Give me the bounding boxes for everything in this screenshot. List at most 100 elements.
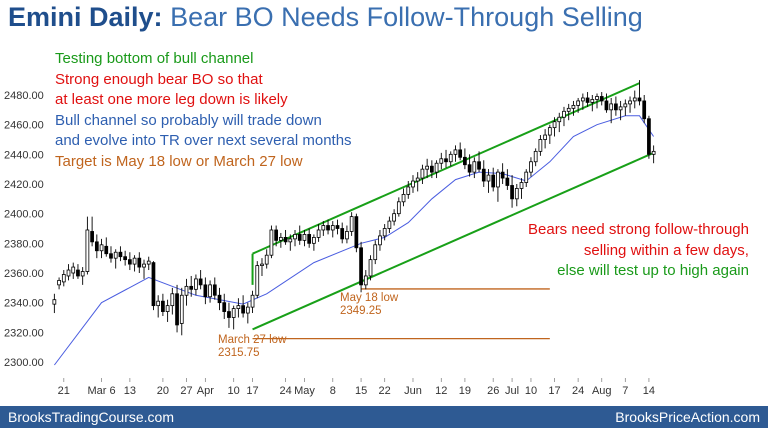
candle-body (552, 121, 557, 129)
candle (264, 249, 269, 269)
x-tick-label: 14 (643, 385, 655, 397)
candle-body (467, 164, 472, 173)
candle-body (557, 116, 562, 123)
mar27-name: March 27 low (218, 334, 287, 346)
candle (151, 261, 156, 311)
candle-body (647, 118, 651, 155)
candle (127, 252, 132, 271)
candle (179, 287, 184, 336)
x-tick-label: 19 (459, 385, 471, 397)
candle-body (76, 269, 80, 277)
candle-body (288, 238, 293, 243)
candle (552, 117, 557, 137)
candle (274, 225, 279, 247)
y-tick-label: 2300.00 (4, 357, 44, 369)
candle (590, 95, 595, 112)
candle-body (566, 107, 571, 112)
candle-body (514, 188, 519, 200)
candle (156, 295, 161, 318)
candle (406, 181, 411, 199)
candle (326, 219, 330, 235)
candle (113, 249, 118, 269)
candle-body (448, 153, 453, 163)
candle-body (302, 234, 307, 241)
candle-body (543, 134, 547, 140)
candle (109, 246, 113, 263)
candle (604, 93, 609, 113)
candle-body (382, 228, 387, 237)
candle (312, 234, 316, 251)
candle-body (340, 228, 345, 240)
candle (316, 224, 321, 242)
candle-body (345, 231, 349, 240)
annotation-line-6: Target is May 18 low or March 27 low (55, 152, 303, 170)
candle-body (283, 236, 288, 243)
candle-body (312, 236, 316, 244)
candle-body (293, 234, 297, 240)
candle (519, 178, 524, 199)
candle-body (212, 284, 217, 296)
candle-body (392, 213, 396, 222)
candle-body (580, 97, 585, 102)
candle (562, 106, 566, 127)
candle (297, 225, 302, 245)
candle (467, 154, 472, 177)
candle-body (547, 127, 552, 136)
candle-body (274, 229, 279, 241)
candle (330, 221, 335, 238)
candle-body (61, 274, 66, 283)
candle (538, 135, 543, 156)
candle-body (439, 158, 444, 164)
candle (250, 290, 255, 314)
y-tick-label: 2480.00 (4, 90, 44, 102)
candle-body (524, 171, 529, 183)
candle-body (496, 171, 500, 188)
candle (392, 209, 396, 226)
candle-body (198, 278, 203, 286)
candle-body (477, 161, 481, 170)
candle-body (396, 201, 401, 215)
candle (203, 277, 208, 305)
y-tick-label: 2460.00 (4, 120, 44, 132)
candle-body (217, 294, 222, 304)
candle-body (505, 177, 510, 186)
candle (614, 96, 618, 116)
support-levels (252, 288, 550, 340)
candle (632, 90, 637, 109)
candle-body (90, 231, 94, 243)
candle-body (321, 225, 326, 231)
slide-title: Emini Daily: Bear BO Needs Follow-Throug… (8, 2, 643, 33)
candle-body (227, 311, 231, 318)
candle (429, 160, 434, 179)
candle (236, 298, 241, 318)
title-bold: Emini Daily: (8, 2, 163, 32)
may18-value: 2349.25 (340, 305, 382, 317)
footer-right-site: BrooksPriceAction.com (615, 409, 760, 425)
candle (208, 280, 212, 303)
candle-body (151, 262, 156, 307)
candle (321, 221, 326, 236)
candle (477, 151, 481, 173)
x-tick-label: Jul (505, 385, 519, 397)
mar27-label: March 27 low 2315.75 (218, 334, 286, 360)
candle-body (184, 285, 189, 296)
candle (571, 100, 576, 116)
candle (463, 148, 467, 170)
candle-body (71, 266, 76, 274)
candle-body (241, 305, 245, 314)
candle (184, 278, 189, 306)
candle-body (519, 182, 524, 189)
candle (288, 234, 293, 251)
candle (104, 237, 109, 257)
candle (387, 216, 392, 233)
candle-body (146, 260, 151, 265)
candle-body (604, 100, 609, 111)
candle (345, 225, 349, 244)
candle (420, 164, 425, 184)
candle (293, 229, 297, 247)
title-rest: Bear BO Needs Follow-Through Selling (170, 2, 643, 32)
candle (349, 212, 354, 236)
y-axis-labels: 2300.00 2320.00 2340.00 2360.00 2380.00 2400.… (4, 90, 44, 369)
candle-body (245, 306, 250, 314)
